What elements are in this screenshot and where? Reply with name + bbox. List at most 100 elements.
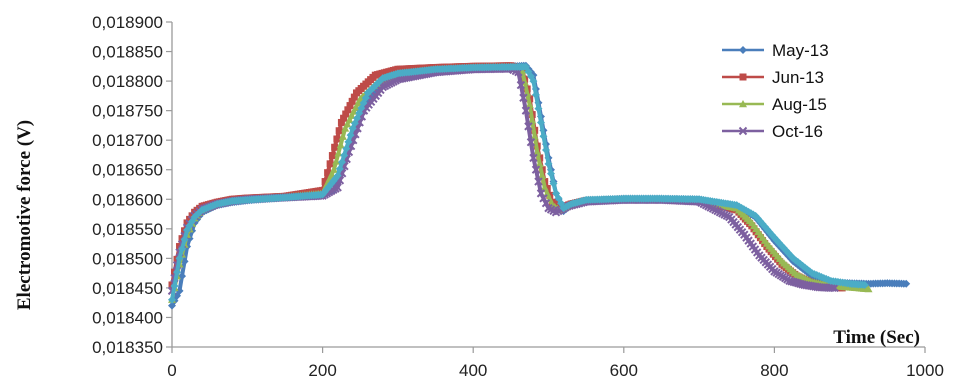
data-point bbox=[333, 183, 342, 192]
x-tick-label: 1000 bbox=[906, 361, 944, 380]
data-point bbox=[864, 285, 873, 293]
data-point bbox=[544, 159, 553, 168]
data-point bbox=[541, 146, 550, 155]
data-point bbox=[543, 189, 552, 197]
y-ticks: 0,018350 0,018400 0,018450 0,018500 0,018550… bbox=[92, 13, 172, 357]
legend-label: Jun-13 bbox=[772, 68, 824, 87]
data-point bbox=[342, 144, 351, 153]
legend: May-13 Jun-13 Aug-15 Oct-16 bbox=[722, 41, 829, 141]
x-tick-label: 600 bbox=[610, 361, 638, 380]
data-point bbox=[531, 90, 540, 99]
data-point bbox=[331, 143, 339, 151]
x-tick-label: 200 bbox=[308, 361, 336, 380]
data-point bbox=[343, 120, 352, 128]
data-point bbox=[828, 283, 837, 293]
plot-area bbox=[167, 61, 911, 310]
data-point bbox=[178, 244, 187, 253]
data-point bbox=[860, 280, 869, 289]
data-point bbox=[534, 104, 543, 113]
y-tick-label: 0,018650 bbox=[92, 161, 163, 180]
data-point bbox=[346, 131, 355, 140]
data-point bbox=[524, 122, 533, 131]
data-point bbox=[350, 93, 358, 101]
legend-marker bbox=[739, 73, 747, 81]
x-tick-label: 400 bbox=[459, 361, 487, 380]
data-point bbox=[530, 132, 539, 140]
y-tick-label: 0,018550 bbox=[92, 220, 163, 239]
data-point bbox=[337, 158, 346, 167]
data-point bbox=[175, 286, 184, 295]
data-point bbox=[549, 179, 558, 188]
data-point bbox=[337, 118, 345, 126]
data-point bbox=[344, 106, 352, 114]
y-tick-label: 0,018800 bbox=[92, 72, 163, 91]
series-oct-16 bbox=[167, 64, 839, 296]
x-tick-label: 0 bbox=[167, 361, 176, 380]
series-line bbox=[170, 64, 865, 301]
y-axis-title: Electromotive force (V) bbox=[14, 120, 35, 310]
data-point bbox=[329, 165, 338, 173]
data-point bbox=[529, 153, 538, 163]
y-tick-label: 0,018450 bbox=[92, 279, 163, 298]
y-tick-label: 0,018350 bbox=[92, 338, 163, 357]
data-point bbox=[531, 165, 541, 174]
data-point bbox=[536, 118, 545, 127]
x-ticks: 0 200 400 600 800 1000 bbox=[167, 347, 944, 380]
y-tick-label: 0,018750 bbox=[92, 102, 163, 121]
data-point bbox=[347, 111, 356, 119]
data-point bbox=[830, 283, 839, 293]
legend-entry: Oct-16 bbox=[722, 122, 823, 141]
x-tick-label: 800 bbox=[760, 361, 788, 380]
data-point bbox=[344, 137, 353, 146]
data-point bbox=[519, 93, 528, 103]
series-jun-13 bbox=[168, 62, 846, 292]
data-point bbox=[529, 77, 538, 86]
legend-marker bbox=[738, 126, 748, 136]
data-point bbox=[333, 171, 342, 180]
data-point bbox=[525, 100, 534, 108]
legend-marker bbox=[739, 100, 747, 108]
data-point bbox=[168, 295, 176, 304]
legend-label: May-13 bbox=[772, 41, 829, 60]
legend-entry: May-13 bbox=[722, 41, 829, 60]
data-point bbox=[539, 194, 548, 203]
data-point bbox=[332, 157, 341, 165]
data-point bbox=[342, 110, 350, 118]
data-point bbox=[538, 171, 547, 179]
y-tick-label: 0,018900 bbox=[92, 13, 163, 32]
y-tick-label: 0,018400 bbox=[92, 308, 163, 327]
data-point bbox=[528, 116, 537, 124]
data-point bbox=[539, 132, 548, 141]
data-point bbox=[547, 169, 556, 178]
data-point bbox=[534, 177, 543, 186]
data-point bbox=[328, 152, 336, 160]
series-line bbox=[170, 63, 843, 290]
data-point bbox=[346, 102, 354, 110]
data-point bbox=[348, 97, 356, 105]
data-point bbox=[341, 124, 350, 132]
series-line bbox=[170, 66, 835, 292]
data-point bbox=[324, 169, 332, 177]
data-point bbox=[902, 279, 911, 288]
data-point bbox=[175, 254, 184, 263]
legend-label: Aug-15 bbox=[772, 95, 827, 114]
data-point bbox=[526, 137, 536, 147]
data-point bbox=[333, 135, 341, 143]
data-point bbox=[536, 189, 546, 198]
y-tick-label: 0,018700 bbox=[92, 131, 163, 150]
data-point bbox=[335, 164, 344, 173]
data-point bbox=[340, 151, 349, 160]
x-axis-title: Time (Sec) bbox=[833, 327, 920, 348]
data-point bbox=[345, 115, 354, 124]
data-point bbox=[186, 215, 194, 223]
legend-entry: Aug-15 bbox=[722, 95, 827, 114]
data-point bbox=[327, 170, 336, 178]
data-point bbox=[326, 160, 334, 168]
data-point bbox=[535, 159, 544, 168]
data-point bbox=[336, 140, 345, 149]
data-point bbox=[533, 148, 542, 156]
data-point bbox=[335, 127, 343, 135]
data-point bbox=[334, 149, 343, 157]
data-point bbox=[540, 183, 549, 191]
data-point bbox=[521, 106, 531, 115]
